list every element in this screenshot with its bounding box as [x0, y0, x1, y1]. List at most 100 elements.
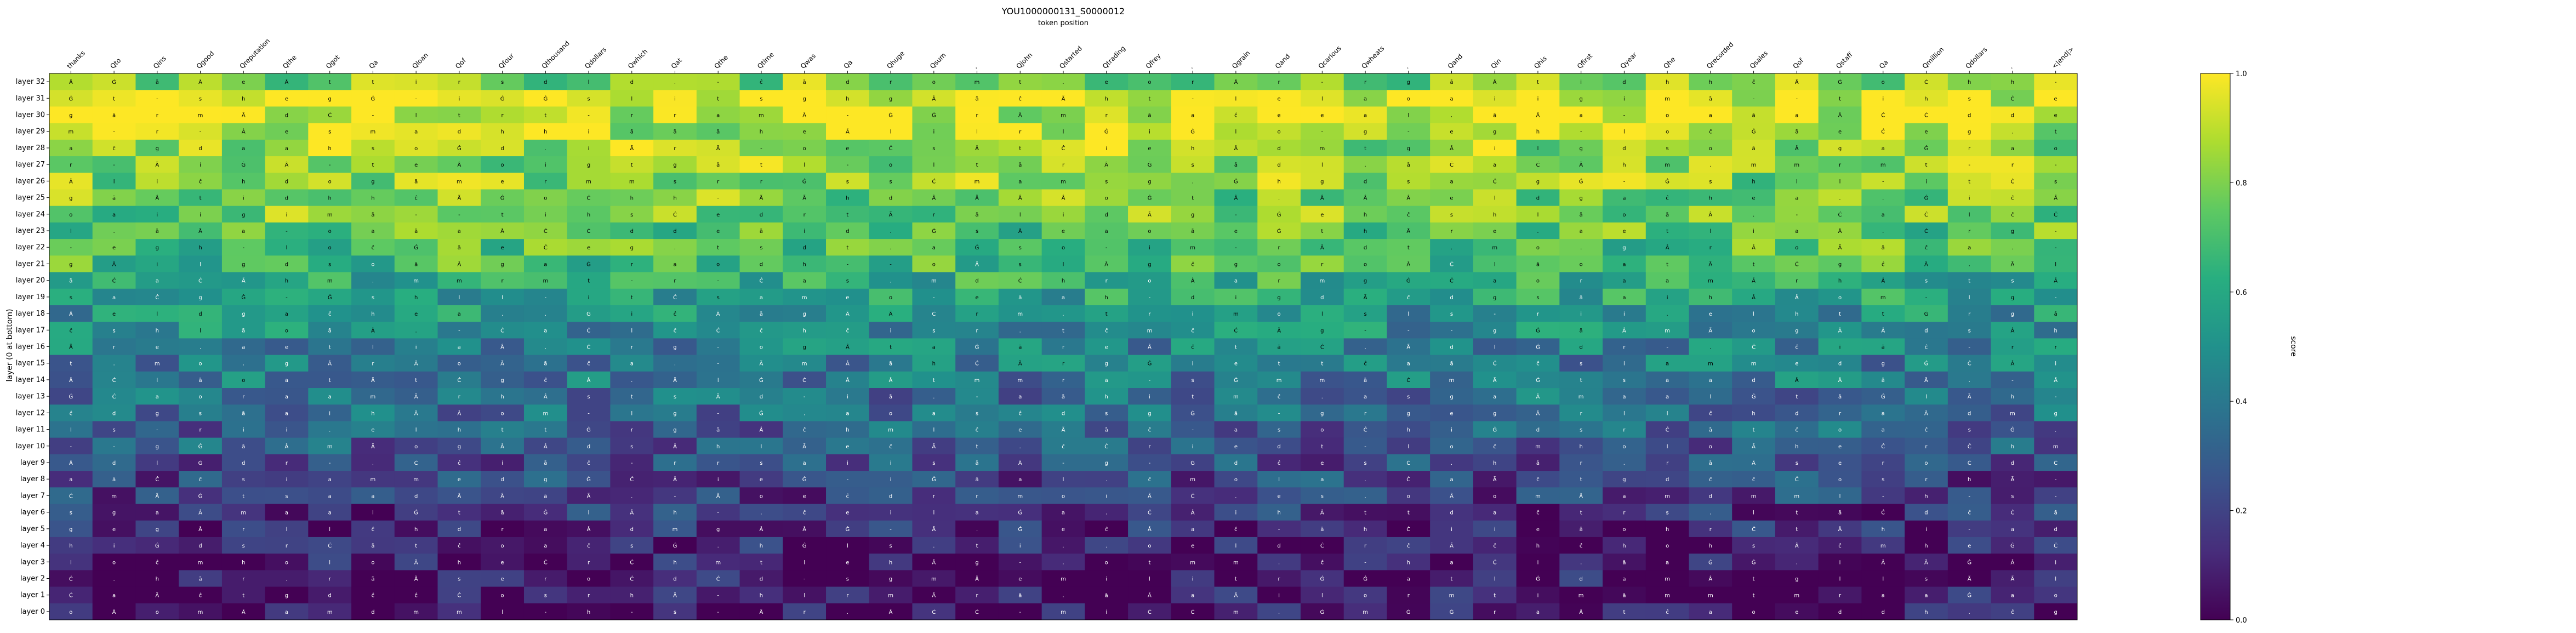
heatmap-cell	[1818, 255, 1862, 273]
heatmap-cell	[1559, 206, 1603, 223]
y-tick-label: layer 18	[16, 310, 45, 318]
cell-label: a	[544, 527, 547, 533]
heatmap-cell	[1085, 156, 1129, 173]
heatmap-cell	[351, 255, 395, 273]
cell-label: o	[1450, 444, 1453, 450]
cell-label: i	[1235, 295, 1237, 301]
cell-label: d	[846, 229, 849, 235]
cell-label: d	[1320, 295, 1324, 301]
cell-label: e	[1622, 229, 1626, 235]
cell-label: g	[889, 96, 892, 102]
cell-label: ĉ	[1234, 112, 1238, 119]
heatmap-cell	[1947, 73, 1992, 90]
cell-label: t	[1019, 79, 1021, 85]
heatmap-cell	[1085, 90, 1129, 107]
heatmap-cell	[1732, 73, 1776, 90]
heatmap-cell	[2034, 239, 2078, 256]
cell-label: o	[1278, 129, 1281, 135]
cell-label: g	[2011, 295, 2014, 301]
cell-label: o	[932, 79, 936, 85]
cell-label: e	[1278, 113, 1281, 119]
cell-label: .	[286, 576, 287, 582]
cell-label: l	[1969, 212, 1970, 218]
cell-label: .	[803, 410, 805, 417]
cell-label: Ġ	[1536, 377, 1540, 384]
cell-label: s	[846, 576, 849, 582]
cell-label: m	[413, 278, 419, 284]
cell-label: a	[242, 229, 245, 235]
cell-label: Ġ	[1190, 409, 1195, 417]
cell-label: e	[1752, 196, 1755, 202]
heatmap-cell	[1171, 189, 1215, 207]
cell-label: e	[1105, 345, 1108, 351]
cell-label: g	[1320, 410, 1324, 417]
cell-label: d	[1536, 427, 1540, 434]
cell-label: -	[1968, 162, 1970, 168]
cell-label: h	[760, 543, 763, 549]
cell-label: Ã	[1018, 360, 1022, 367]
cell-label: Â	[802, 526, 806, 533]
cell-label: Â	[1708, 575, 1712, 582]
cell-label: Ċ	[1148, 509, 1152, 516]
cell-label: .	[1105, 510, 1107, 516]
cell-label: i	[588, 129, 590, 135]
heatmap-cell	[135, 106, 179, 124]
heatmap-cell	[92, 90, 136, 107]
cell-label: l	[1321, 593, 1323, 599]
cell-label: Ċ	[1191, 608, 1195, 615]
cell-label: Â	[1666, 244, 1669, 251]
heatmap-cell	[265, 90, 309, 107]
cell-label: e	[2054, 96, 2058, 102]
colorbar-tick-label: 0.8	[2236, 179, 2247, 187]
heatmap-cell	[1775, 123, 1819, 140]
cell-label: m	[1665, 576, 1670, 582]
cell-label: g	[802, 345, 806, 351]
cell-label: l	[1537, 146, 1539, 152]
cell-label: Ġ	[1190, 128, 1195, 135]
cell-label: Ċ	[1320, 344, 1324, 351]
heatmap-cell	[135, 73, 179, 90]
cell-label: Ġ	[1924, 310, 1929, 317]
cell-label: t	[976, 444, 978, 450]
cell-label: s	[630, 212, 633, 218]
cell-label: Ã	[2010, 575, 2014, 582]
cell-label: t	[1364, 510, 1366, 516]
cell-label: Ġ	[586, 426, 591, 434]
heatmap-cell	[1905, 222, 1948, 239]
cell-label: l	[847, 543, 848, 549]
heatmap-cell	[653, 156, 697, 173]
heatmap-cell	[1947, 173, 1992, 190]
cell-label: r	[1450, 229, 1453, 235]
cell-label: ĉ	[1796, 427, 1799, 434]
cell-label: Ġ	[1492, 426, 1497, 434]
cell-label: .	[501, 311, 503, 317]
cell-label: g	[975, 560, 978, 566]
cell-label: -	[1407, 328, 1410, 334]
cell-label: Ċ	[630, 558, 634, 566]
x-tick-label: Qof	[454, 56, 468, 70]
heatmap-cell	[1645, 73, 1689, 90]
heatmap-cell	[1947, 189, 1992, 207]
cell-label: Ġ	[1752, 393, 1756, 400]
cell-label: s	[760, 460, 762, 466]
cell-label: Ċ	[587, 327, 591, 334]
cell-label: o	[501, 543, 504, 549]
cell-label: Ċ	[2054, 459, 2058, 466]
heatmap-cell	[653, 123, 697, 140]
cell-label: d	[1364, 179, 1367, 185]
cell-label: Â	[1795, 377, 1799, 384]
heatmap-cell	[1559, 106, 1603, 124]
cell-label: -	[717, 593, 719, 599]
cell-label: g	[1493, 295, 1496, 301]
heatmap-cell	[653, 239, 697, 256]
cell-label: ā	[975, 212, 978, 218]
cell-label: d	[760, 394, 763, 400]
heatmap-cell	[653, 206, 697, 223]
heatmap-cell	[610, 173, 654, 190]
heatmap-cell	[1430, 239, 1474, 256]
cell-label: s	[501, 79, 504, 85]
cell-label: d	[198, 543, 202, 549]
cell-label: Â	[975, 260, 979, 267]
cell-label: g	[1407, 146, 1410, 152]
cell-label: Ã	[630, 145, 634, 152]
